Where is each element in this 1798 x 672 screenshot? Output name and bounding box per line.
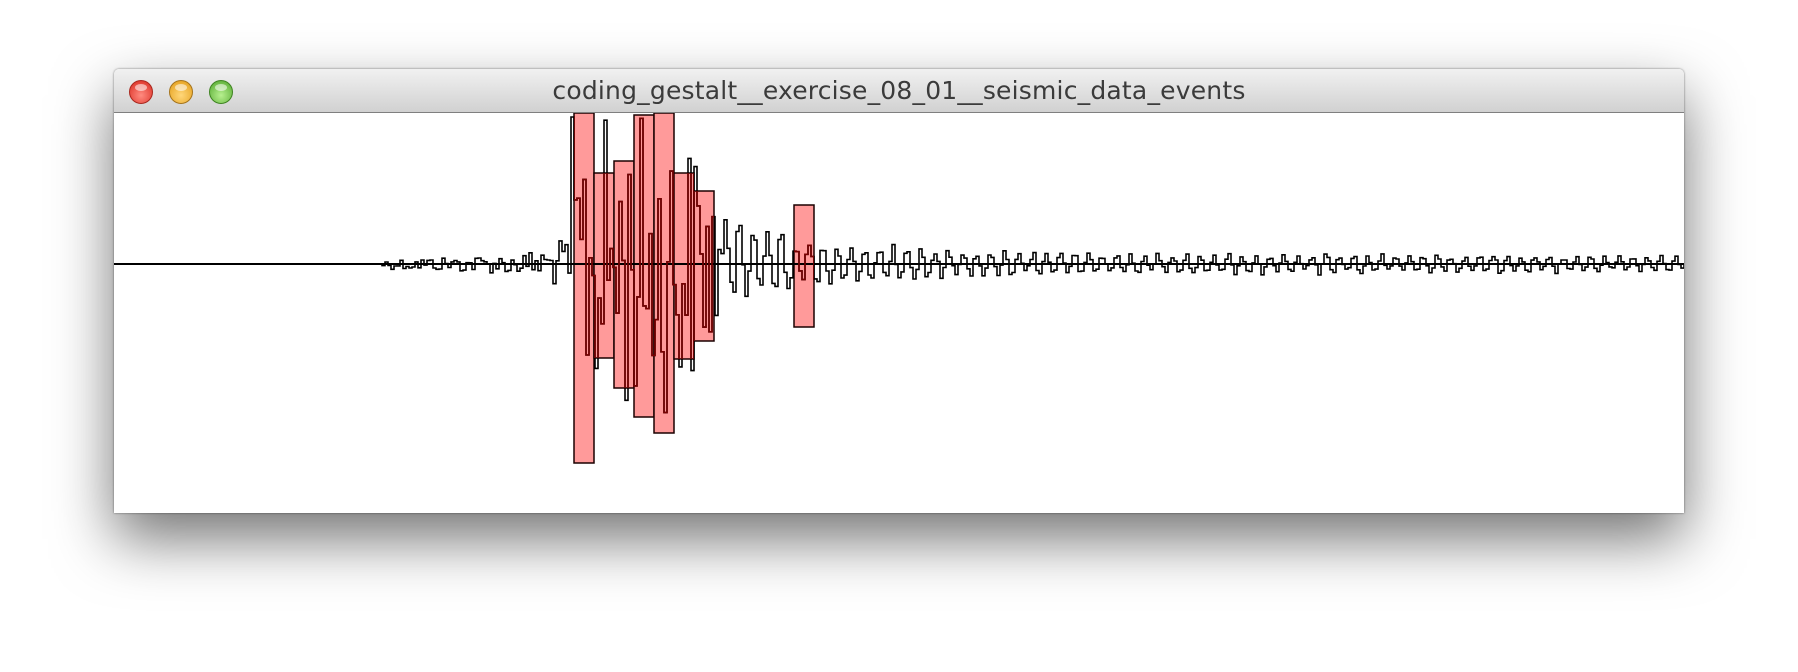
window-title: coding_gestalt__exercise_08_01__seismic_…	[552, 76, 1246, 105]
seismic-trace-in-events	[574, 116, 814, 414]
seismic-plot	[114, 113, 1684, 464]
zoom-icon[interactable]	[209, 80, 233, 104]
close-icon[interactable]	[129, 80, 153, 104]
event-marker-8	[793, 204, 815, 328]
sketch-canvas	[114, 113, 1684, 513]
event-marker-7	[693, 190, 715, 342]
minimize-icon[interactable]	[169, 80, 193, 104]
app-window: coding_gestalt__exercise_08_01__seismic_…	[114, 69, 1684, 513]
event-marker-1	[573, 113, 595, 464]
title-bar[interactable]: coding_gestalt__exercise_08_01__seismic_…	[114, 69, 1684, 113]
